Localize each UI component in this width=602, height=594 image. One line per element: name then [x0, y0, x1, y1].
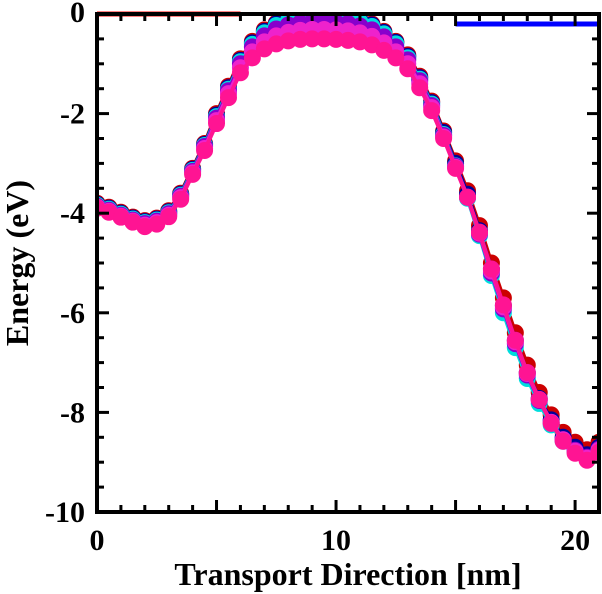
data-point	[554, 432, 572, 450]
y-tick-label: -6	[60, 297, 85, 330]
tick-label-layer: 0 10 20 0 -2 -4 -6 -8 -10	[45, 0, 590, 557]
data-point	[160, 208, 178, 226]
series-s1	[97, 14, 599, 459]
data-point	[172, 190, 190, 208]
series-s6	[97, 30, 599, 469]
y-axis-title: Energy (eV)	[0, 180, 35, 346]
y-tick-label: -8	[60, 396, 85, 429]
series-line	[97, 15, 599, 461]
tick-layer	[95, 12, 601, 514]
series-line	[97, 27, 599, 461]
plot-frame	[95, 12, 601, 514]
data-point	[447, 159, 465, 177]
data-point	[459, 188, 477, 206]
x-tick-label: 0	[90, 524, 105, 557]
data-point	[243, 49, 261, 67]
data-point	[578, 451, 596, 469]
y-tick-label: -10	[45, 496, 85, 529]
data-point	[387, 49, 405, 67]
y-tick-label: -2	[60, 98, 85, 131]
y-tick-label: -4	[60, 197, 85, 230]
data-point	[184, 165, 202, 183]
series-s5	[97, 20, 599, 467]
data-point	[482, 260, 500, 278]
series-line	[97, 14, 599, 458]
series-layer	[97, 14, 599, 469]
data-point	[518, 364, 536, 382]
data-point	[506, 331, 524, 349]
y-tick-label: 0	[70, 0, 85, 29]
series-line	[97, 19, 599, 460]
data-point	[208, 115, 226, 133]
data-point	[231, 64, 249, 82]
series-s4	[97, 14, 599, 466]
data-point	[423, 102, 441, 120]
data-point	[494, 296, 512, 314]
x-tick-label: 10	[321, 524, 351, 557]
data-point	[219, 89, 237, 107]
data-point	[196, 141, 214, 159]
data-point	[435, 130, 453, 147]
data-point	[411, 79, 429, 97]
data-point	[542, 414, 560, 432]
series-s3	[97, 14, 599, 467]
data-point	[399, 60, 417, 78]
data-point	[470, 223, 488, 241]
series-line	[97, 36, 599, 463]
x-axis-title: Transport Direction [nm]	[174, 556, 521, 592]
data-point	[530, 390, 548, 408]
x-tick-label: 20	[560, 524, 590, 557]
series-s2	[97, 14, 599, 464]
